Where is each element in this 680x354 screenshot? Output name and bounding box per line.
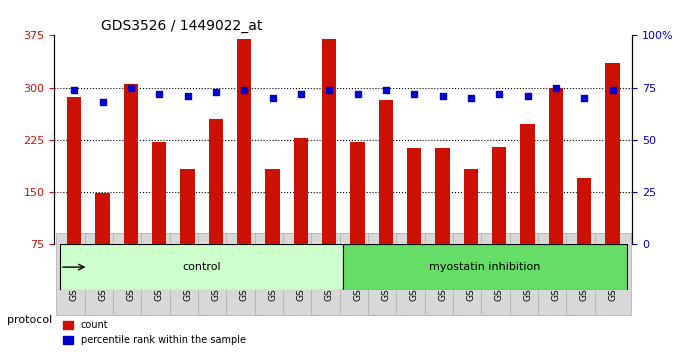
Point bbox=[154, 91, 165, 97]
Point bbox=[579, 95, 590, 101]
FancyBboxPatch shape bbox=[343, 244, 627, 290]
Point bbox=[551, 85, 562, 90]
Point bbox=[607, 87, 618, 92]
Text: myostatin inhibition: myostatin inhibition bbox=[429, 262, 541, 272]
Bar bbox=[350, 142, 364, 244]
Bar bbox=[577, 178, 592, 244]
Bar bbox=[180, 169, 194, 244]
Bar bbox=[379, 100, 393, 244]
Point bbox=[409, 91, 420, 97]
Bar bbox=[322, 39, 337, 244]
Bar bbox=[294, 138, 308, 244]
Point bbox=[494, 91, 505, 97]
Bar bbox=[67, 97, 82, 244]
Text: protocol: protocol bbox=[7, 315, 52, 325]
Bar bbox=[407, 148, 422, 244]
Point bbox=[437, 93, 448, 99]
Bar bbox=[435, 148, 449, 244]
FancyBboxPatch shape bbox=[60, 244, 343, 290]
Bar bbox=[237, 39, 252, 244]
Text: GDS3526 / 1449022_at: GDS3526 / 1449022_at bbox=[101, 19, 262, 33]
Bar bbox=[549, 87, 563, 244]
Bar bbox=[605, 63, 619, 244]
Point bbox=[211, 89, 222, 95]
Bar bbox=[124, 84, 138, 244]
Point bbox=[381, 87, 392, 92]
Bar bbox=[95, 193, 109, 244]
Text: control: control bbox=[182, 262, 221, 272]
Bar bbox=[265, 169, 279, 244]
Bar bbox=[520, 124, 534, 244]
Bar bbox=[464, 169, 478, 244]
Point bbox=[125, 85, 136, 90]
Legend: count, percentile rank within the sample: count, percentile rank within the sample bbox=[59, 316, 250, 349]
Point bbox=[465, 95, 476, 101]
Point bbox=[182, 93, 193, 99]
Point bbox=[239, 87, 250, 92]
Point bbox=[267, 95, 278, 101]
Point bbox=[296, 91, 307, 97]
Bar bbox=[209, 119, 223, 244]
Point bbox=[97, 99, 108, 105]
Point bbox=[69, 87, 80, 92]
Point bbox=[324, 87, 335, 92]
Bar bbox=[492, 147, 507, 244]
Bar bbox=[152, 142, 167, 244]
Point bbox=[352, 91, 363, 97]
Point bbox=[522, 93, 533, 99]
